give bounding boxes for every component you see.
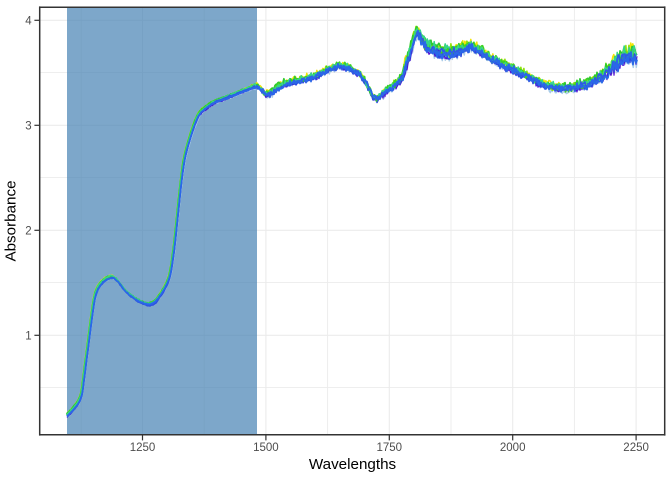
svg-text:Absorbance: Absorbance xyxy=(3,180,20,261)
svg-text:1: 1 xyxy=(25,330,31,342)
svg-text:1250: 1250 xyxy=(130,442,156,454)
svg-text:1750: 1750 xyxy=(377,442,403,454)
svg-text:4: 4 xyxy=(25,15,32,27)
svg-text:2000: 2000 xyxy=(500,442,526,454)
svg-text:2250: 2250 xyxy=(623,442,649,454)
svg-text:Wavelengths: Wavelengths xyxy=(309,456,397,473)
svg-text:3: 3 xyxy=(25,120,31,132)
svg-text:1500: 1500 xyxy=(253,442,279,454)
svg-text:2: 2 xyxy=(25,225,31,237)
